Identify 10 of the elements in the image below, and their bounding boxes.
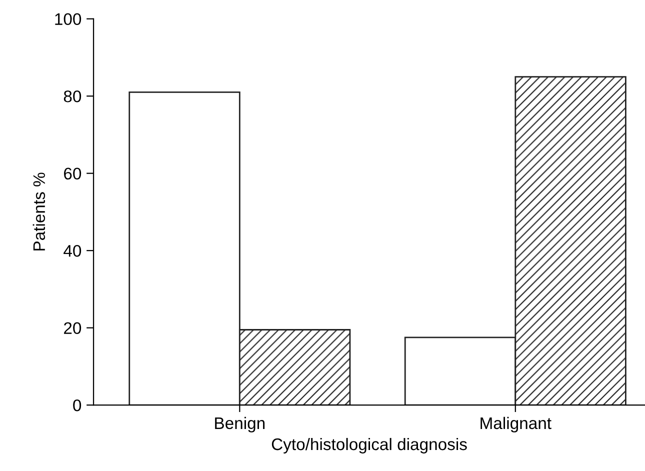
y-tick-label: 80 bbox=[64, 90, 82, 102]
y-tick-label: 0 bbox=[73, 399, 82, 412]
x-axis-title: Cyto/histological diagnosis bbox=[272, 438, 467, 454]
y-tick-label: 40 bbox=[64, 244, 82, 257]
y-tick-label: 20 bbox=[64, 322, 82, 334]
x-tick-label: Malignant bbox=[480, 416, 552, 432]
y-axis-title: Patients % bbox=[32, 172, 46, 250]
y-tick-label: 100 bbox=[55, 13, 82, 26]
x-tick-label: Benign bbox=[215, 416, 265, 432]
y-tick-label: 60 bbox=[64, 168, 82, 180]
